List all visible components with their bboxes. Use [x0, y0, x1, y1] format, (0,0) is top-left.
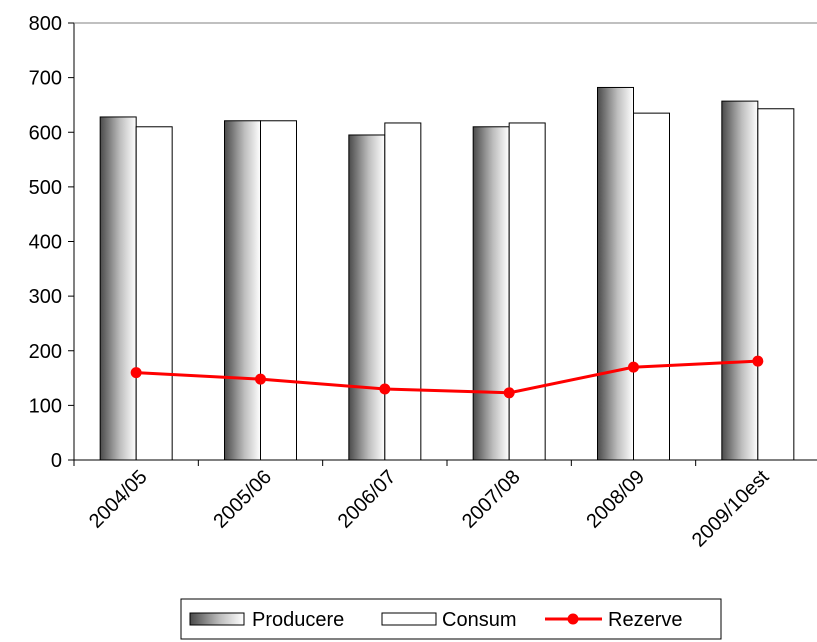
bar-consum — [384, 122, 422, 461]
legend-box — [180, 598, 722, 640]
x-axis-group: 2004/05 2005/06 2006/07 2007/08 2008/09 2009/… — [73, 459, 817, 552]
legend-swatch-producere — [189, 612, 245, 626]
y-tick-label: 200 — [29, 341, 62, 363]
x-tick-label: 2004/05 — [85, 466, 152, 533]
y-tick-label: 0 — [51, 450, 62, 472]
y-tick-label: 500 — [29, 177, 62, 199]
y-tick-label: 800 — [29, 13, 62, 35]
point-rezerve — [255, 373, 266, 385]
bars-group — [99, 86, 795, 461]
y-tick-label: 300 — [29, 286, 62, 308]
bar-consum — [135, 126, 173, 461]
x-tick-label: 2008/09 — [582, 466, 649, 533]
y-tick-label: 400 — [29, 232, 62, 254]
x-tick-label: 2007/08 — [458, 466, 525, 533]
legend-label-producere: Producere — [252, 609, 344, 631]
line-group — [130, 355, 764, 399]
bar-consum — [508, 122, 546, 461]
legend-label-consum: Consum — [442, 609, 516, 631]
legend: Producere Consum Rezerve — [180, 598, 722, 640]
bar-consum — [757, 108, 795, 461]
bar-producere — [348, 134, 386, 461]
x-tick-label: 2006/07 — [334, 466, 401, 533]
point-rezerve — [379, 383, 391, 395]
point-rezerve — [503, 387, 515, 399]
y-tick-label: 700 — [29, 68, 62, 90]
bar-producere — [224, 120, 261, 461]
point-rezerve — [628, 361, 639, 373]
line-rezerve — [136, 359, 758, 395]
x-tick-label: 2005/06 — [209, 466, 276, 533]
y-axis-group: 0 100 200 300 400 500 600 700 800 — [29, 13, 817, 472]
bar-consum — [260, 120, 297, 461]
y-tick-label: 600 — [29, 122, 62, 144]
legend-marker-rezerve — [567, 613, 579, 625]
legend-swatch-consum — [381, 612, 437, 626]
bar-producere — [721, 100, 759, 461]
x-tick-label: 2009/10est — [688, 466, 774, 552]
point-rezerve — [130, 367, 142, 379]
bar-producere — [99, 116, 137, 461]
y-tick-label: 100 — [29, 395, 62, 417]
bar-producere — [597, 86, 634, 461]
bar-producere — [472, 126, 510, 461]
point-rezerve — [752, 355, 764, 367]
legend-label-rezerve: Rezerve — [608, 609, 682, 631]
bar-consum — [633, 112, 670, 461]
